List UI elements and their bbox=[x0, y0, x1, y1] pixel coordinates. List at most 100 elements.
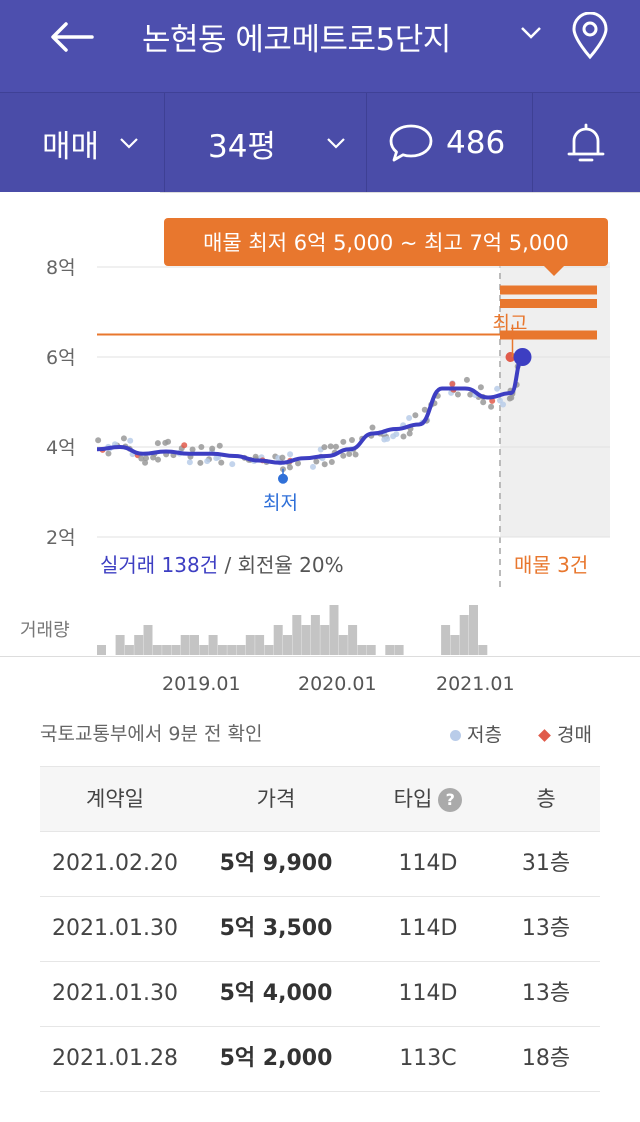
contract-date: 2021.01.28 bbox=[52, 1046, 178, 1071]
bell-icon bbox=[567, 123, 605, 162]
header-type-label: 타입 bbox=[393, 787, 433, 811]
separator: / bbox=[224, 553, 238, 577]
question-circle-icon[interactable]: ? bbox=[438, 788, 463, 812]
contract-date: 2021.01.30 bbox=[52, 916, 178, 941]
transaction-point bbox=[346, 451, 353, 458]
chevron-down-icon bbox=[327, 138, 345, 149]
header-floor: 층 bbox=[536, 787, 556, 811]
table-row[interactable]: 2021.01.28 5억 2,000 113C 18층 bbox=[40, 1027, 600, 1092]
transaction-point bbox=[340, 452, 347, 459]
transaction-point bbox=[393, 431, 400, 438]
listing-bar[interactable] bbox=[500, 299, 597, 308]
transactions-table: 계약일 가격 타입? 층 2021.02.20 5억 9,900 114D 31층 20… bbox=[40, 766, 600, 1122]
turnover-rate: 회전율 20% bbox=[237, 553, 344, 577]
floor: 31층 bbox=[521, 851, 571, 876]
transaction-point bbox=[181, 442, 188, 449]
transaction-point bbox=[213, 455, 220, 462]
table-row[interactable]: 2021.01.30 5억 3,500 114D 13층 bbox=[40, 897, 600, 962]
transaction-point bbox=[309, 463, 316, 470]
area-dropdown[interactable]: 34평 bbox=[208, 93, 346, 193]
header-type: 타입? bbox=[354, 767, 502, 831]
listing-bar[interactable] bbox=[500, 330, 597, 340]
table-row[interactable]: 2021.02.20 5억 9,900 114D 31층 bbox=[40, 832, 600, 897]
volume-bar bbox=[348, 625, 358, 655]
unit-type: 114D bbox=[398, 851, 458, 876]
transaction-summary: 실거래 138건 / 회전율 20% bbox=[100, 549, 344, 578]
volume-bar bbox=[180, 635, 190, 655]
table-row-partial bbox=[40, 1092, 600, 1122]
volume-bar bbox=[329, 605, 339, 655]
volume-bar bbox=[273, 625, 283, 655]
x-tick-label: 2019.01 bbox=[162, 673, 241, 695]
auction-label: 경매 bbox=[557, 724, 592, 746]
trade-type-label: 매매 bbox=[42, 128, 100, 165]
y-tick-label: 2억 bbox=[46, 527, 76, 549]
transaction-point bbox=[348, 437, 355, 444]
floor: 13층 bbox=[521, 916, 571, 941]
volume-bar bbox=[394, 645, 404, 655]
transaction-point bbox=[216, 442, 223, 449]
transaction-point bbox=[332, 443, 339, 450]
arrow-left-icon[interactable] bbox=[50, 22, 94, 52]
volume-bar bbox=[357, 645, 367, 655]
map-pin-icon[interactable] bbox=[570, 12, 610, 60]
volume-bar bbox=[236, 645, 246, 655]
transaction-point bbox=[467, 391, 474, 398]
transaction-point bbox=[480, 399, 487, 406]
chevron-down-icon bbox=[120, 138, 138, 149]
transaction-point bbox=[186, 459, 193, 466]
volume-bar bbox=[97, 645, 106, 655]
divider bbox=[366, 93, 367, 193]
active-tab-bar bbox=[0, 192, 160, 202]
low-point bbox=[278, 473, 288, 484]
transaction-point bbox=[406, 415, 413, 422]
volume-bar bbox=[199, 645, 209, 655]
listing-bar[interactable] bbox=[500, 285, 597, 295]
volume-bar bbox=[264, 645, 274, 655]
transaction-point bbox=[406, 430, 413, 437]
volume-bar bbox=[366, 645, 376, 655]
transaction-point bbox=[352, 451, 359, 458]
transaction-point bbox=[488, 403, 495, 410]
table-row[interactable]: 2021.01.30 5억 4,000 114D 13층 bbox=[40, 962, 600, 1027]
price: 5억 9,900 bbox=[219, 851, 333, 876]
transaction-point bbox=[496, 397, 503, 404]
volume-bar bbox=[283, 635, 292, 655]
transaction-point bbox=[229, 461, 236, 468]
volume-bar bbox=[124, 645, 134, 655]
volume-bar bbox=[385, 645, 395, 655]
volume-bar bbox=[134, 635, 144, 655]
volume-bar bbox=[320, 625, 330, 655]
comments-button[interactable]: 486 bbox=[388, 93, 505, 193]
price-trend-line[interactable] bbox=[96, 355, 525, 465]
latest-price-point[interactable] bbox=[513, 348, 532, 366]
transaction-point bbox=[295, 460, 302, 467]
x-tick-label: 2020.01 bbox=[298, 673, 377, 695]
alert-button[interactable] bbox=[566, 93, 606, 193]
transaction-count[interactable]: 실거래 138건 bbox=[100, 553, 219, 577]
contract-date: 2021.02.20 bbox=[52, 851, 178, 876]
volume-label: 거래량 bbox=[20, 620, 70, 641]
transaction-point bbox=[477, 384, 484, 391]
volume-bar bbox=[478, 645, 488, 655]
listing-count[interactable]: 매물 3건 bbox=[514, 553, 589, 577]
transaction-point bbox=[328, 458, 335, 465]
diamond-icon bbox=[538, 729, 551, 742]
volume-bar bbox=[469, 605, 478, 655]
unit-type: 114D bbox=[398, 981, 458, 1006]
comment-count: 486 bbox=[446, 125, 506, 161]
chevron-down-icon[interactable] bbox=[520, 26, 542, 40]
volume-bar bbox=[292, 615, 302, 655]
volume-bar bbox=[162, 645, 172, 655]
filter-bar: 매매 34평 486 bbox=[0, 92, 640, 193]
low-floor-legend: 저층 bbox=[450, 720, 502, 747]
trade-type-dropdown[interactable]: 매매 bbox=[42, 93, 139, 193]
transaction-point bbox=[313, 458, 320, 465]
transaction-point bbox=[150, 454, 157, 461]
transaction-point bbox=[286, 464, 293, 471]
complex-title[interactable]: 논현동 에코메트로5단지 bbox=[142, 22, 451, 58]
transaction-point bbox=[369, 424, 376, 431]
transaction-point bbox=[189, 446, 196, 453]
floor: 18층 bbox=[521, 1046, 571, 1071]
